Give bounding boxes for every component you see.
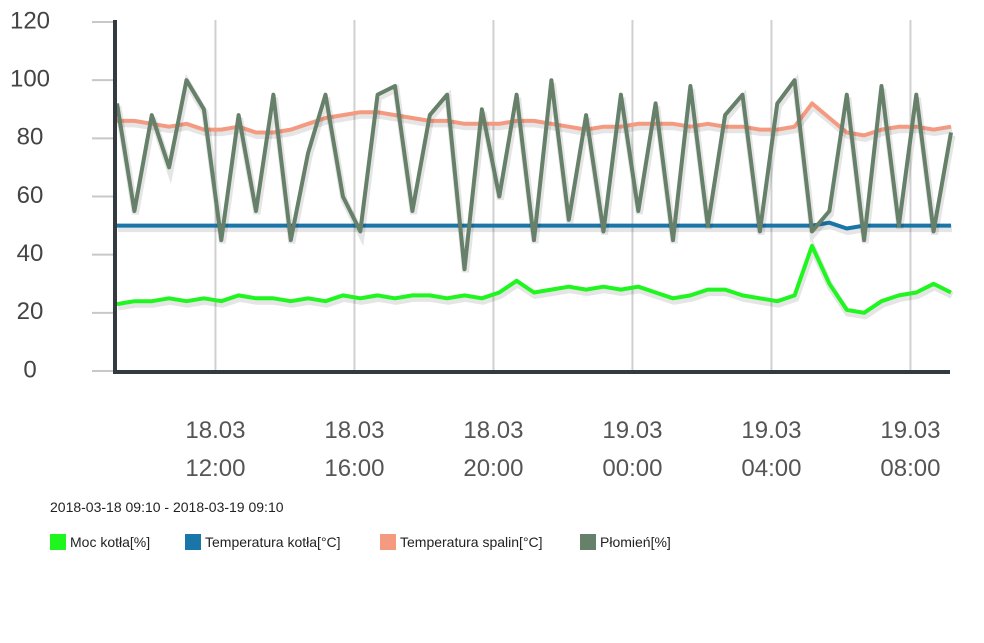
x-tick-label: 19.03 04:00 <box>741 417 802 482</box>
series-line <box>116 243 952 315</box>
y-tick-label: 120 <box>10 7 50 34</box>
y-tick-label: 60 <box>17 182 44 209</box>
legend-label: Płomień[%] <box>600 534 671 550</box>
x-tick-label: 19.03 08:00 <box>880 417 941 482</box>
series-line <box>117 101 952 138</box>
legend-swatch <box>185 534 201 550</box>
x-tick-label: 19.03 00:00 <box>602 417 663 482</box>
y-tick-label: 80 <box>17 124 44 151</box>
series-shadow <box>114 73 956 273</box>
y-tick-label: 100 <box>10 66 50 93</box>
legend-swatch <box>50 534 66 550</box>
legend-swatch <box>380 534 396 550</box>
y-tick-label: 40 <box>17 240 44 267</box>
x-tick-label: 18.03 20:00 <box>463 417 524 482</box>
legend-label: Temperatura spalin[°C] <box>400 534 543 550</box>
x-tick-label: 18.03 12:00 <box>185 417 246 482</box>
legend-label: Temperatura kotła[°C] <box>205 534 341 550</box>
subtitle: 2018-03-18 09:10 - 2018-03-19 09:10 <box>50 499 284 515</box>
legend-swatch <box>580 534 596 550</box>
y-tick-label: 20 <box>17 298 44 325</box>
series-line <box>115 78 953 272</box>
y-tick-label: 0 <box>23 356 36 383</box>
x-tick-label: 18.03 16:00 <box>324 417 385 482</box>
legend-label: Moc kotła[%] <box>70 534 151 550</box>
